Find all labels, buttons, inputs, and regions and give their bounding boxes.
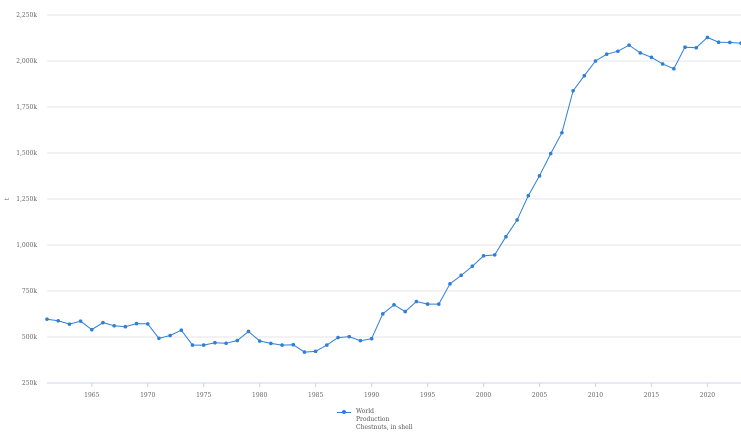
- y-tick-label: 1,250k: [16, 196, 37, 203]
- data-point[interactable]: [425, 302, 430, 306]
- data-point[interactable]: [705, 35, 710, 40]
- data-point[interactable]: [459, 273, 463, 278]
- x-tick-label: 2015: [644, 392, 659, 399]
- legend-line-2: Production: [356, 416, 390, 423]
- legend-line-3: Chestnuts, in shell: [356, 424, 413, 431]
- data-point[interactable]: [392, 303, 396, 307]
- data-point[interactable]: [728, 40, 732, 45]
- y-tick-label: 750k: [22, 288, 37, 295]
- data-point[interactable]: [179, 328, 184, 332]
- data-point[interactable]: [280, 343, 284, 347]
- y-tick-label: 2,000k: [16, 58, 37, 65]
- data-point[interactable]: [481, 254, 486, 258]
- y-axis-title: t: [4, 197, 11, 200]
- data-point[interactable]: [67, 322, 72, 326]
- series-points: [45, 35, 741, 354]
- data-point[interactable]: [325, 343, 329, 347]
- data-point[interactable]: [616, 49, 620, 54]
- data-point[interactable]: [269, 341, 273, 346]
- y-tick-label: 2,250k: [16, 12, 37, 19]
- x-tick-label: 1965: [84, 392, 99, 399]
- data-point[interactable]: [101, 320, 105, 325]
- data-point[interactable]: [112, 323, 116, 328]
- x-tick-label: 1985: [308, 392, 323, 399]
- data-point[interactable]: [593, 59, 598, 63]
- data-point[interactable]: [224, 341, 228, 346]
- legend-label: World Production Chestnuts, in shell: [356, 408, 413, 432]
- data-point[interactable]: [157, 336, 161, 341]
- data-point[interactable]: [235, 338, 240, 343]
- data-point[interactable]: [716, 40, 721, 45]
- data-point[interactable]: [358, 338, 363, 343]
- data-point[interactable]: [515, 218, 519, 222]
- x-tick-label: 2010: [588, 392, 603, 399]
- y-tick-label: 1,750k: [16, 104, 37, 111]
- data-point[interactable]: [369, 336, 374, 341]
- data-point[interactable]: [302, 350, 307, 354]
- data-point[interactable]: [403, 309, 407, 314]
- x-tick-label: 1980: [252, 392, 267, 399]
- data-point[interactable]: [45, 317, 49, 321]
- data-point[interactable]: [694, 45, 699, 50]
- data-point[interactable]: [571, 89, 575, 93]
- data-point[interactable]: [313, 349, 318, 354]
- x-tick-label: 1995: [420, 392, 435, 399]
- data-point[interactable]: [201, 343, 206, 347]
- data-point[interactable]: [145, 322, 150, 326]
- data-point[interactable]: [683, 45, 687, 49]
- x-tick-label: 2005: [532, 392, 547, 399]
- data-point[interactable]: [492, 253, 497, 257]
- data-point[interactable]: [672, 66, 676, 71]
- x-axis-tick-labels: 1965 1970 1975 1980 1985 1990 1995 2000 2005 2010…: [84, 383, 715, 399]
- data-point[interactable]: [291, 342, 296, 347]
- y-tick-label: 1,500k: [16, 150, 37, 157]
- data-point[interactable]: [504, 234, 508, 239]
- y-axis-tick-labels: 250k 500k 750k 1,000k 1,250k 1,500k 1,750k 2,00…: [16, 12, 37, 387]
- data-point[interactable]: [526, 193, 531, 198]
- data-point[interactable]: [548, 151, 553, 156]
- data-point[interactable]: [257, 339, 262, 343]
- data-point[interactable]: [448, 282, 452, 286]
- data-point[interactable]: [638, 51, 643, 55]
- x-tick-label: 1990: [364, 392, 379, 399]
- legend-line-1: World: [356, 408, 374, 415]
- y-tick-label: 1,000k: [16, 242, 37, 249]
- data-point[interactable]: [336, 335, 340, 340]
- data-point[interactable]: [627, 43, 631, 47]
- data-point[interactable]: [381, 312, 385, 316]
- legend[interactable]: World Production Chestnuts, in shell: [337, 408, 413, 432]
- x-tick-label: 1970: [140, 392, 155, 399]
- data-point[interactable]: [123, 324, 128, 329]
- legend-swatch: [337, 408, 351, 416]
- data-point[interactable]: [78, 319, 83, 323]
- y-tick-label: 250k: [22, 380, 37, 387]
- data-point[interactable]: [56, 319, 60, 323]
- x-tick-label: 1975: [196, 392, 211, 399]
- data-point[interactable]: [134, 321, 139, 326]
- data-point[interactable]: [347, 334, 352, 339]
- data-point[interactable]: [89, 327, 94, 332]
- y-tick-label: 500k: [22, 334, 37, 341]
- data-point[interactable]: [190, 343, 195, 347]
- data-point[interactable]: [246, 329, 251, 334]
- data-point[interactable]: [537, 174, 542, 178]
- data-point[interactable]: [582, 73, 587, 78]
- x-tick-label: 2000: [476, 392, 491, 399]
- data-point[interactable]: [168, 333, 172, 338]
- data-point[interactable]: [470, 264, 475, 268]
- data-point[interactable]: [660, 62, 665, 66]
- data-point[interactable]: [649, 55, 654, 60]
- data-point[interactable]: [560, 130, 564, 135]
- data-point[interactable]: [414, 299, 419, 304]
- data-point[interactable]: [436, 302, 441, 306]
- data-point[interactable]: [213, 340, 217, 345]
- data-point[interactable]: [604, 52, 609, 56]
- x-tick-label: 2020: [700, 392, 715, 399]
